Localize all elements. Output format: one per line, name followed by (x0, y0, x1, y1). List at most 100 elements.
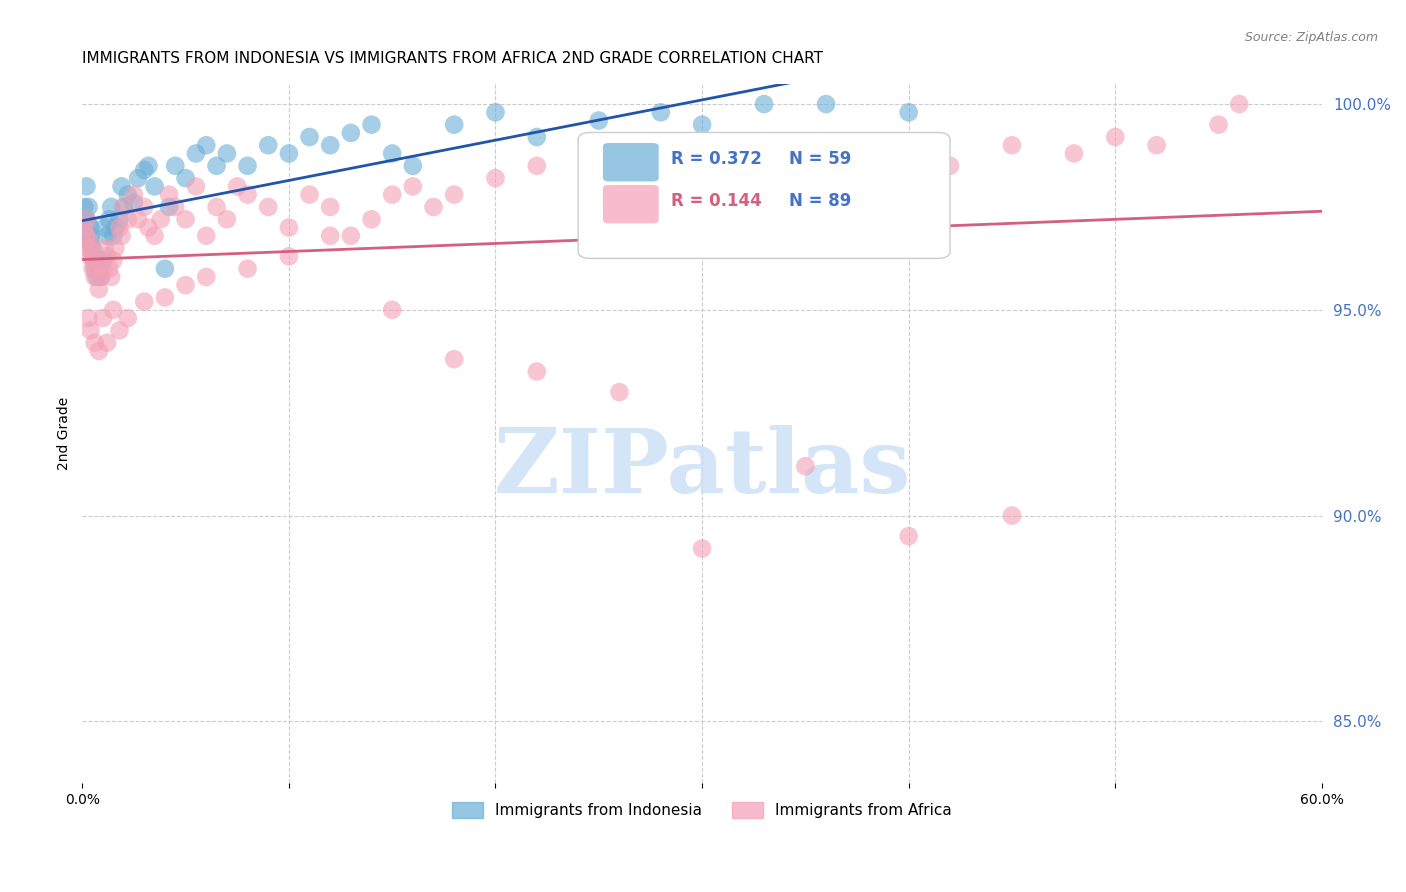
Point (98, 261, 121, 276)
Point (75, 228, 97, 243)
Point (897, 146, 920, 161)
Point (650, 187, 672, 202)
Point (82, 261, 104, 276)
Point (79, 237, 101, 252)
Point (83, 335, 105, 350)
Point (236, 261, 259, 276)
Point (82, 241, 104, 255)
Point (752, 97, 775, 112)
Point (484, 171, 506, 186)
Point (690, 541, 713, 556)
Point (1227, 97, 1250, 112)
Point (83, 261, 105, 276)
Point (236, 159, 259, 173)
Point (108, 212, 131, 227)
Point (77, 200, 100, 214)
Point (815, 97, 838, 112)
Point (174, 212, 197, 227)
Point (103, 228, 125, 243)
FancyBboxPatch shape (578, 133, 950, 259)
Point (94, 241, 117, 255)
Point (215, 212, 238, 227)
Point (298, 130, 321, 145)
Point (87, 282, 110, 296)
Point (77, 311, 100, 326)
Point (526, 130, 548, 145)
Point (1063, 146, 1085, 161)
Point (402, 159, 425, 173)
Point (96, 249, 118, 263)
Point (75, 179, 97, 194)
Point (73, 220, 96, 235)
Point (79, 220, 101, 235)
Point (127, 212, 149, 227)
Point (856, 171, 879, 186)
Point (360, 212, 382, 227)
Point (90, 269, 112, 284)
Point (143, 179, 166, 194)
Point (122, 187, 145, 202)
Point (73, 200, 96, 214)
Point (422, 200, 444, 214)
Point (134, 162, 156, 177)
Point (79, 323, 101, 337)
Point (96, 335, 118, 350)
Point (195, 228, 218, 243)
Point (184, 179, 207, 194)
Point (257, 138, 280, 153)
Point (195, 138, 218, 153)
Point (77, 216, 100, 230)
Point (82, 249, 104, 263)
Point (165, 159, 187, 173)
Point (588, 113, 610, 128)
Point (236, 187, 259, 202)
Point (90, 269, 112, 284)
Point (1104, 130, 1126, 145)
Point (298, 187, 321, 202)
Point (77, 228, 100, 243)
Point (443, 352, 465, 367)
Point (174, 278, 197, 293)
Point (690, 171, 713, 186)
Point (108, 323, 131, 337)
Point (100, 200, 122, 214)
Point (143, 228, 166, 243)
Point (91, 261, 114, 276)
Point (1146, 138, 1168, 153)
Point (690, 118, 713, 132)
Point (75, 212, 97, 227)
Point (794, 159, 817, 173)
Point (91, 253, 114, 268)
Point (134, 200, 156, 214)
Point (165, 200, 187, 214)
Point (1001, 138, 1024, 153)
Point (650, 105, 672, 120)
Point (526, 365, 548, 379)
Point (319, 200, 342, 214)
Point (122, 195, 145, 210)
Point (79, 249, 101, 263)
Point (1208, 118, 1230, 132)
Point (75, 212, 97, 227)
Point (104, 220, 127, 235)
Y-axis label: 2nd Grade: 2nd Grade (58, 397, 72, 470)
Point (609, 385, 631, 400)
Point (157, 187, 180, 202)
Point (402, 179, 425, 194)
Point (82, 253, 104, 268)
Point (184, 146, 207, 161)
Point (110, 228, 132, 243)
Point (79, 241, 101, 255)
Point (112, 200, 135, 214)
Point (205, 159, 228, 173)
Point (94, 220, 117, 235)
Point (340, 126, 363, 140)
Point (149, 212, 172, 227)
Point (526, 159, 548, 173)
Point (381, 146, 404, 161)
Text: R = 0.372: R = 0.372 (671, 150, 762, 168)
Point (733, 159, 755, 173)
Point (226, 179, 249, 194)
Point (277, 249, 299, 263)
Point (381, 187, 404, 202)
